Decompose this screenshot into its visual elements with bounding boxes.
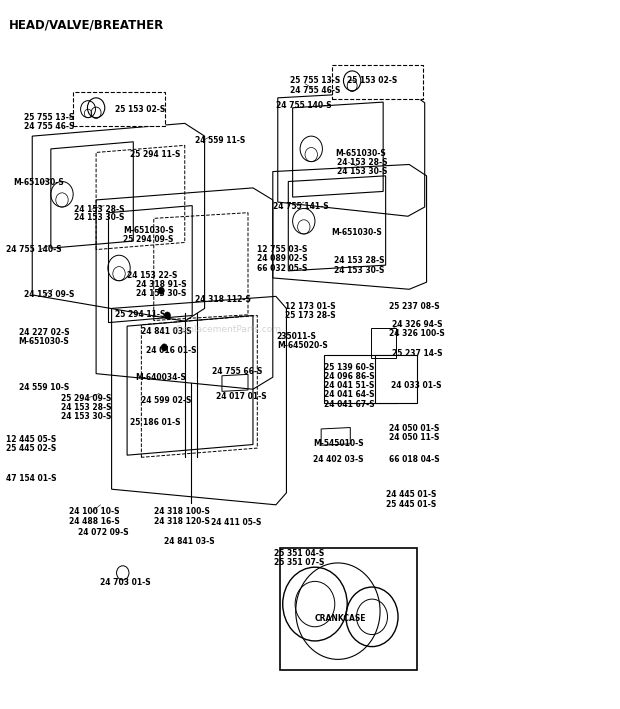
Text: 24 041 51-S: 24 041 51-S: [324, 381, 374, 390]
Text: 25 755 13-S: 25 755 13-S: [290, 77, 340, 85]
Text: 25 294 11-S: 25 294 11-S: [130, 150, 180, 159]
Text: 47 154 01-S: 47 154 01-S: [6, 474, 56, 483]
Text: 25 237 08-S: 25 237 08-S: [389, 302, 440, 311]
Text: 235011-S: 235011-S: [276, 333, 316, 341]
FancyBboxPatch shape: [375, 354, 417, 403]
Text: M-651030-S: M-651030-S: [123, 226, 174, 235]
Text: 12 755 03-S: 12 755 03-S: [257, 245, 308, 254]
Text: 24 559 10-S: 24 559 10-S: [19, 384, 69, 392]
Text: 24 016 01-S: 24 016 01-S: [146, 346, 196, 354]
Circle shape: [158, 287, 164, 294]
Text: 24 153 30-S: 24 153 30-S: [337, 167, 387, 176]
Text: 24 153 28-S: 24 153 28-S: [334, 257, 384, 265]
FancyBboxPatch shape: [324, 354, 397, 403]
Text: 24 599 02-S: 24 599 02-S: [141, 396, 192, 405]
Text: 24 445 01-S: 24 445 01-S: [386, 491, 436, 499]
Text: 24 153 30-S: 24 153 30-S: [136, 289, 187, 298]
Text: 25 186 01-S: 25 186 01-S: [130, 418, 180, 427]
Text: M-651030-S: M-651030-S: [14, 179, 64, 187]
Text: 24 050 01-S: 24 050 01-S: [389, 424, 440, 432]
Text: 66 018 04-S: 66 018 04-S: [389, 455, 440, 464]
Text: 25 445 01-S: 25 445 01-S: [386, 500, 436, 508]
Text: M-545010-S: M-545010-S: [313, 439, 364, 447]
Text: 24 153 28-S: 24 153 28-S: [74, 205, 125, 213]
Text: 24 033 01-S: 24 033 01-S: [391, 381, 441, 390]
Text: 24 318 112-S: 24 318 112-S: [195, 296, 251, 304]
Text: 24 703 01-S: 24 703 01-S: [100, 579, 151, 587]
Text: 24 041 64-S: 24 041 64-S: [324, 391, 374, 399]
Text: M-651030-S: M-651030-S: [19, 337, 69, 346]
Text: 24 755 140-S: 24 755 140-S: [6, 245, 62, 254]
Text: M-640034-S: M-640034-S: [135, 373, 186, 381]
Text: 24 153 30-S: 24 153 30-S: [334, 266, 384, 274]
FancyBboxPatch shape: [280, 548, 417, 670]
Text: 24 227 02-S: 24 227 02-S: [19, 328, 69, 337]
Text: 24 326 94-S: 24 326 94-S: [392, 320, 442, 329]
Text: 24 089 02-S: 24 089 02-S: [257, 255, 308, 263]
Text: 25 139 60-S: 25 139 60-S: [324, 363, 374, 372]
Text: 25 445 02-S: 25 445 02-S: [6, 445, 56, 453]
FancyBboxPatch shape: [332, 65, 423, 99]
Text: 24 153 28-S: 24 153 28-S: [61, 403, 111, 412]
Text: 24 318 120-S: 24 318 120-S: [154, 517, 210, 525]
Text: 24 153 22-S: 24 153 22-S: [127, 271, 177, 279]
Text: 12 445 05-S: 12 445 05-S: [6, 435, 56, 444]
Text: 25 294 09-S: 25 294 09-S: [123, 235, 173, 244]
Text: 24 318 91-S: 24 318 91-S: [136, 280, 187, 289]
Text: 25 351 07-S: 25 351 07-S: [274, 558, 324, 566]
Text: 24 755 66-S: 24 755 66-S: [212, 367, 262, 376]
Text: 24 559 11-S: 24 559 11-S: [195, 136, 246, 145]
Text: 24 402 03-S: 24 402 03-S: [313, 455, 363, 464]
Text: 25 755 13-S: 25 755 13-S: [24, 113, 74, 122]
Text: 24 755 46-S: 24 755 46-S: [24, 123, 74, 131]
Text: 25 173 28-S: 25 173 28-S: [285, 311, 336, 320]
Text: 25 294 11-S: 25 294 11-S: [115, 311, 165, 319]
Circle shape: [161, 344, 167, 351]
Text: 24 841 03-S: 24 841 03-S: [164, 537, 215, 546]
Text: 25 294 09-S: 25 294 09-S: [61, 394, 111, 403]
Circle shape: [164, 312, 171, 319]
Text: 24 153 30-S: 24 153 30-S: [74, 213, 125, 222]
Text: 24 153 09-S: 24 153 09-S: [24, 291, 74, 299]
Text: M-651030-S: M-651030-S: [332, 228, 383, 237]
Text: eReplacementParts.com: eReplacementParts.com: [171, 325, 281, 334]
Text: 24 326 100-S: 24 326 100-S: [389, 330, 445, 338]
Text: CRANKCASE: CRANKCASE: [315, 614, 366, 623]
Text: 24 100 10-S: 24 100 10-S: [69, 508, 120, 516]
Text: 24 755 140-S: 24 755 140-S: [276, 101, 332, 110]
Text: 24 841 03-S: 24 841 03-S: [141, 327, 192, 335]
Text: M-645020-S: M-645020-S: [277, 342, 328, 350]
Text: 24 318 100-S: 24 318 100-S: [154, 508, 210, 516]
Text: 25 351 04-S: 25 351 04-S: [274, 549, 324, 557]
Text: 25 237 14-S: 25 237 14-S: [392, 349, 442, 357]
Text: 25 153 02-S: 25 153 02-S: [115, 106, 165, 114]
Text: 24 041 67-S: 24 041 67-S: [324, 400, 374, 408]
Text: 24 488 16-S: 24 488 16-S: [69, 517, 120, 525]
Text: 12 173 01-S: 12 173 01-S: [285, 302, 336, 311]
Text: M-651030-S: M-651030-S: [335, 149, 386, 157]
Text: 25 153 02-S: 25 153 02-S: [347, 77, 397, 85]
Text: 24 050 11-S: 24 050 11-S: [389, 433, 440, 442]
Text: HEAD/VALVE/BREATHER: HEAD/VALVE/BREATHER: [9, 18, 164, 31]
Text: 24 017 01-S: 24 017 01-S: [216, 392, 267, 401]
FancyBboxPatch shape: [73, 92, 165, 126]
Text: 24 755 141-S: 24 755 141-S: [273, 202, 329, 211]
Text: 24 153 30-S: 24 153 30-S: [61, 413, 111, 421]
Text: 66 032 05-S: 66 032 05-S: [257, 264, 308, 272]
Text: 24 096 86-S: 24 096 86-S: [324, 372, 374, 381]
Text: 24 411 05-S: 24 411 05-S: [211, 518, 261, 527]
Text: 24 755 46-S: 24 755 46-S: [290, 86, 340, 94]
Text: 24 072 09-S: 24 072 09-S: [78, 528, 128, 537]
Text: 24 153 28-S: 24 153 28-S: [337, 158, 387, 167]
